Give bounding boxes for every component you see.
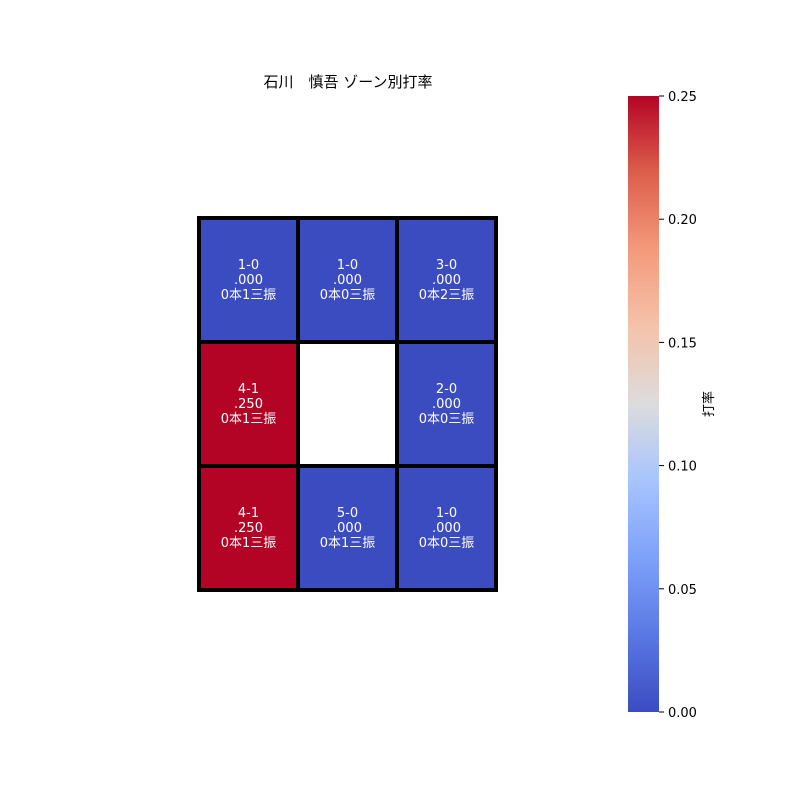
heatmap-cell-fill [298, 342, 397, 466]
heatmap-cell-label: .250 [234, 521, 263, 536]
heatmap-cell-label: 4-1 [238, 506, 259, 521]
heatmap-cells: 1-0.0000本1三振1-0.0000本0三振3-0.0000本2三振4-1.… [199, 218, 496, 590]
colorbar-tick-label: 0.25 [668, 90, 697, 105]
heatmap-cell-fill [397, 466, 496, 590]
heatmap-cell-label: 0本1三振 [320, 536, 376, 551]
heatmap-cell-label: 1-0 [238, 258, 259, 273]
heatmap-cell-label: 0本1三振 [221, 536, 277, 551]
heatmap-cell-label: 1-0 [337, 258, 358, 273]
heatmap-cell-label: 3-0 [436, 258, 457, 273]
colorbar-tick-label: 0.05 [668, 583, 697, 598]
colorbar-label: 打率 [701, 391, 717, 417]
heatmap-cell-label: .000 [333, 521, 362, 536]
heatmap-cell-fill [298, 466, 397, 590]
heatmap-cell-label: .000 [234, 273, 263, 288]
colorbar-gradient [628, 96, 659, 712]
heatmap-cell-label: 0本0三振 [419, 412, 475, 427]
heatmap-cell-label: 0本1三振 [221, 288, 277, 303]
heatmap-cell-label: .250 [234, 397, 263, 412]
heatmap-cell-fill [199, 218, 298, 342]
chart-title: 石川 慎吾 ゾーン別打率 [263, 73, 432, 91]
colorbar-tick-label: 0.10 [668, 460, 697, 475]
heatmap-cell-label: .000 [432, 397, 461, 412]
heatmap-cell-label: .000 [432, 273, 461, 288]
heatmap-cell-fill [199, 342, 298, 466]
heatmap-cell-label: 5-0 [337, 506, 358, 521]
heatmap-cell-label: .000 [432, 521, 461, 536]
colorbar-ticks: 0.00 0.05 0.10 0.15 0.20 0.25 [659, 90, 697, 721]
heatmap-cell-label: 4-1 [238, 382, 259, 397]
heatmap-cell-label: 1-0 [436, 506, 457, 521]
heatmap-cell-label: 0本1三振 [221, 412, 277, 427]
heatmap-cell-label: 0本0三振 [419, 536, 475, 551]
heatmap-cell-fill [397, 342, 496, 466]
heatmap-cell-label: 0本2三振 [419, 288, 475, 303]
heatmap-cell-fill [298, 218, 397, 342]
heatmap-cell [298, 342, 397, 466]
colorbar: 0.00 0.05 0.10 0.15 0.20 0.25 打率 [628, 90, 717, 721]
heatmap-cell-fill [199, 466, 298, 590]
heatmap-cell-label: 2-0 [436, 382, 457, 397]
heatmap-grid-lines [197, 216, 498, 592]
heatmap-cell-fill [397, 218, 496, 342]
heatmap-cell-label: 0本0三振 [320, 288, 376, 303]
colorbar-tick-label: 0.20 [668, 213, 697, 228]
colorbar-tick-label: 0.15 [668, 336, 697, 351]
heatmap-cell-label: .000 [333, 273, 362, 288]
colorbar-tick-label: 0.00 [668, 706, 697, 721]
